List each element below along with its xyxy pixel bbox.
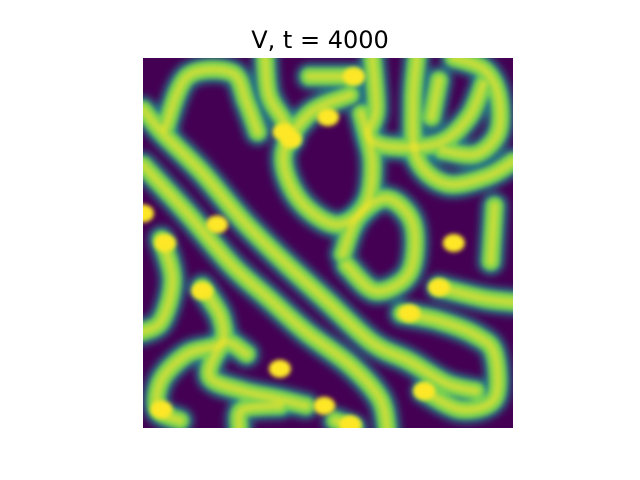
stripe-3 [143, 161, 392, 428]
hotspot-4 [143, 204, 154, 223]
stripe-10 [427, 76, 443, 122]
hotspot-10 [313, 396, 336, 415]
stripe-6 [338, 194, 420, 296]
hotspot-layer [143, 67, 465, 428]
stripe-4 [143, 105, 480, 395]
hotspot-9 [268, 359, 291, 378]
stripe-8 [408, 58, 513, 189]
hotspot-13 [342, 67, 365, 86]
stripe-7 [364, 58, 488, 152]
heatmap-plot-area [143, 58, 513, 428]
stripe-11 [486, 202, 499, 266]
hotspot-12 [150, 400, 173, 419]
stripe-layer-2 [143, 58, 513, 428]
stripe-5 [279, 91, 377, 229]
stripe-14 [143, 235, 177, 336]
stripe-0 [161, 65, 262, 136]
hotspot-15 [191, 282, 214, 301]
stripe-13 [398, 309, 502, 414]
hotspot-8 [398, 304, 421, 323]
hotspot-3 [206, 215, 228, 234]
hotspot-5 [154, 234, 177, 252]
hotspot-0 [317, 108, 339, 127]
hotspot-11 [339, 415, 362, 428]
hotspot-6 [442, 234, 465, 252]
stripe-17 [234, 401, 284, 428]
stripe-9 [438, 58, 505, 160]
hotspot-14 [413, 382, 436, 400]
hotspot-2 [280, 130, 302, 149]
hotspot-7 [428, 278, 450, 297]
stripe-16 [205, 338, 310, 410]
heatmap-image [143, 58, 513, 428]
chart-title: V, t = 4000 [251, 26, 389, 54]
